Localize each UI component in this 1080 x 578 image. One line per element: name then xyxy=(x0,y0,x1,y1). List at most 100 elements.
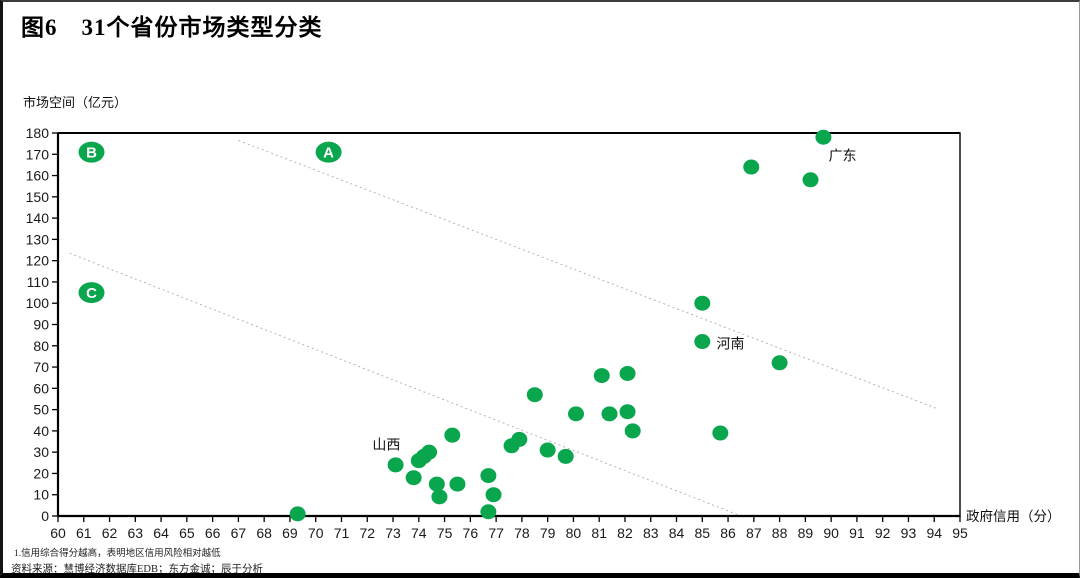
x-tick-label: 83 xyxy=(643,525,659,541)
footnote-credit-score: 1.信用综合得分越高，表明地区信用风险相对越低 xyxy=(14,549,221,559)
x-tick-label: 93 xyxy=(901,525,917,541)
x-tick-label: 88 xyxy=(772,525,788,541)
footnote-source: 资料来源：慧博经济数据库EDB；东方金诚；辰于分析 xyxy=(11,564,263,575)
x-tick-label: 84 xyxy=(669,525,685,541)
data-point xyxy=(694,334,711,350)
data-point xyxy=(511,431,528,447)
x-tick-label: 81 xyxy=(591,525,607,541)
x-tick-label: 75 xyxy=(437,525,453,541)
y-tick-label: 10 xyxy=(33,487,49,503)
y-tick-label: 90 xyxy=(33,317,49,333)
x-tick-label: 72 xyxy=(359,525,375,541)
x-tick-label: 62 xyxy=(102,525,118,541)
figure-title: 图6 31个省份市场类型分类 xyxy=(21,15,323,40)
data-point xyxy=(480,468,497,484)
zone-marker xyxy=(78,282,105,304)
province-label: 广东 xyxy=(829,148,857,164)
y-tick-label: 110 xyxy=(27,274,50,290)
x-tick-label: 85 xyxy=(694,525,710,541)
data-point xyxy=(485,487,502,503)
data-point xyxy=(802,172,819,188)
y-tick-label: 40 xyxy=(33,423,49,439)
data-point xyxy=(444,427,461,443)
x-tick-label: 92 xyxy=(875,525,891,541)
zone-marker xyxy=(315,141,342,163)
data-point xyxy=(694,295,711,311)
data-point xyxy=(431,489,448,505)
x-tick-label: 70 xyxy=(308,525,324,541)
data-point xyxy=(421,444,438,460)
x-tick-label: 95 xyxy=(952,525,968,541)
y-tick-label: 160 xyxy=(26,168,50,184)
data-point xyxy=(449,476,466,492)
x-tick-label: 63 xyxy=(128,525,144,541)
data-point xyxy=(480,504,497,520)
scatter-chart: 60 61 62 63 64 65 66 67 68 69 70 71 72 73 74 75 76 77 78 79… xyxy=(26,125,968,541)
x-tick-label: 69 xyxy=(282,525,298,541)
data-point xyxy=(387,457,404,473)
x-tick-label: 67 xyxy=(231,525,247,541)
y-tick-label: 120 xyxy=(26,253,50,269)
x-tick-label: 61 xyxy=(76,525,92,541)
data-point xyxy=(539,442,556,458)
x-tick-label: 77 xyxy=(488,525,504,541)
zone-boundary-line xyxy=(238,139,937,410)
data-point xyxy=(557,448,574,464)
x-tick-label: 87 xyxy=(746,525,762,541)
y-tick-label: 180 xyxy=(26,125,50,141)
zone-marker xyxy=(78,141,105,163)
data-point xyxy=(405,470,422,486)
y-tick-label: 100 xyxy=(26,295,50,311)
x-tick-label: 71 xyxy=(334,525,350,541)
y-tick-label: 140 xyxy=(26,210,50,226)
data-point xyxy=(601,406,618,422)
x-tick-label: 79 xyxy=(540,525,556,541)
y-tick-label: 130 xyxy=(26,231,50,247)
data-point xyxy=(428,476,445,492)
zone-marker-letter: B xyxy=(86,145,97,162)
y-tick-label: 50 xyxy=(33,402,49,418)
data-point xyxy=(624,423,641,439)
data-point xyxy=(815,129,832,145)
x-axis-title: 政府信用（分） xyxy=(966,509,1061,524)
x-tick-label: 73 xyxy=(385,525,401,541)
x-tick-label: 90 xyxy=(823,525,839,541)
plot-border xyxy=(57,132,961,517)
y-tick-label: 70 xyxy=(33,359,49,375)
data-point xyxy=(712,425,729,441)
y-tick-label: 170 xyxy=(26,146,50,162)
x-tick-label: 94 xyxy=(926,525,942,541)
zone-marker-letter: C xyxy=(86,285,97,302)
y-tick-label: 80 xyxy=(33,338,49,354)
x-tick-label: 80 xyxy=(566,525,582,541)
data-point xyxy=(526,387,543,403)
x-tick-label: 76 xyxy=(463,525,479,541)
data-point xyxy=(771,355,788,371)
zone-boundary-line xyxy=(69,252,742,517)
y-tick-label: 150 xyxy=(26,189,50,205)
y-tick-label: 0 xyxy=(41,508,49,524)
x-tick-label: 89 xyxy=(798,525,814,541)
data-point xyxy=(568,406,585,422)
x-tick-label: 74 xyxy=(411,525,427,541)
x-tick-label: 78 xyxy=(514,525,530,541)
data-point xyxy=(619,404,636,420)
province-label: 山西 xyxy=(372,438,400,454)
x-tick-label: 82 xyxy=(617,525,633,541)
x-tick-label: 91 xyxy=(849,525,865,541)
y-axis-title: 市场空间（亿元） xyxy=(23,95,128,110)
x-tick-label: 64 xyxy=(153,525,169,541)
data-point xyxy=(743,159,760,175)
data-point xyxy=(593,368,610,384)
x-tick-label: 65 xyxy=(179,525,195,541)
data-point xyxy=(289,506,306,522)
data-point xyxy=(619,365,636,381)
x-tick-label: 66 xyxy=(205,525,221,541)
province-label: 河南 xyxy=(716,337,744,353)
zone-marker-letter: A xyxy=(323,145,334,162)
x-tick-label: 68 xyxy=(256,525,272,541)
y-tick-label: 60 xyxy=(33,380,49,396)
x-tick-label: 60 xyxy=(50,525,66,541)
y-tick-label: 30 xyxy=(33,444,49,460)
